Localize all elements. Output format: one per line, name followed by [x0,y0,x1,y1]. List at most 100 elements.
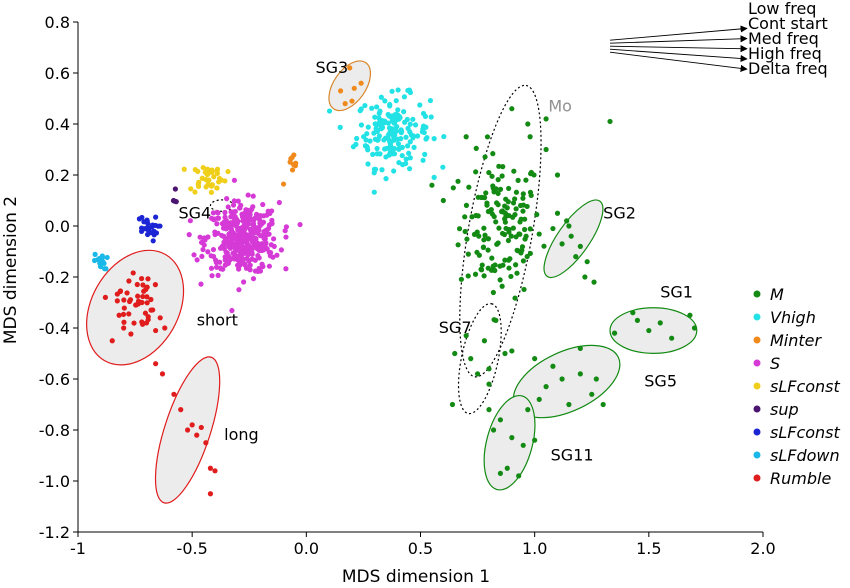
point-vhigh [415,133,421,139]
point-vhigh [385,111,391,118]
point-m [455,178,461,184]
annotation-mo: Mo [548,96,572,115]
point-vhigh [371,130,377,136]
point-vhigh [407,89,414,96]
point [116,312,122,318]
point [148,307,154,313]
point-slfdown [101,260,107,267]
point-s [250,204,256,210]
point-vhigh [401,94,408,100]
point-s [253,211,260,217]
point-m [510,200,517,206]
point [687,312,693,318]
point-s [215,272,221,278]
point-sup [170,198,177,204]
points-sg7 [449,317,515,408]
point-s [240,279,247,285]
point-m [490,289,496,296]
point-s [270,236,277,242]
point-s [256,227,262,233]
legend-marker-s [753,359,761,367]
point [102,294,108,300]
point-slfconst [147,230,154,236]
point [589,391,595,397]
point-m [466,184,472,190]
point-s [267,253,273,259]
point-m [463,202,470,208]
point [452,350,458,357]
point-rumble [138,275,145,282]
point-rumble [124,290,130,296]
point-s [247,267,253,273]
point [463,333,469,339]
point [554,210,561,216]
point-m [481,237,487,243]
point-s [210,246,217,253]
annotation-long: long [224,425,259,444]
legend-marker-rumble [753,474,761,482]
point [593,376,599,382]
point [543,146,549,153]
point-vhigh [399,152,405,159]
point-vhigh [374,104,380,110]
y-tick-label: -1.2 [39,523,70,542]
point-slfconst [209,183,215,189]
point-s [247,226,253,232]
point-s [197,234,203,240]
point [349,98,355,104]
point-m [510,225,516,231]
point [207,491,214,497]
point-s [253,235,259,242]
point [550,363,556,369]
point-s [240,251,246,257]
point [527,134,533,140]
point-m [536,231,542,237]
legend-label-slfdown: sLFdown [770,446,840,465]
point [212,468,218,474]
point-m [490,151,496,157]
point-rumble [144,300,150,306]
point [669,335,675,341]
point-vhigh [417,102,423,108]
annotation-sg11: SG11 [551,446,594,465]
point-slfconst [192,189,198,195]
point-vhigh [431,174,437,180]
point-slfconst [209,169,215,175]
point-slfdown [97,260,103,266]
point-m [480,244,487,250]
ellipse-sg1 [609,307,698,354]
point-s [210,216,217,223]
point-m [499,173,505,179]
point-vhigh [367,138,373,144]
point-s [229,236,236,242]
point-m [496,225,502,231]
points-sg5 [532,345,606,408]
point-slfconst [216,179,222,185]
point-vhigh [391,151,398,157]
point-vhigh [395,141,402,147]
point-vhigh [377,108,383,114]
point-m [527,189,534,195]
point [474,371,481,377]
point-m [506,265,512,271]
point-m [515,177,521,183]
points-mo-outliers [429,106,613,204]
series-sup-5 [170,186,179,205]
point-s [245,192,251,198]
point-m [482,232,488,238]
point-vhigh [407,129,413,135]
series-vhigh-1 [326,87,447,195]
point-s [264,212,270,218]
point-s [224,250,230,256]
point-m [489,255,495,261]
vector-label-high-freq: High freq [748,44,822,63]
point-vhigh [407,139,413,145]
point [691,325,698,331]
point [591,279,597,285]
point-m [506,229,512,235]
point [449,401,456,408]
point-rumble [140,293,146,300]
point-vhigh [395,107,401,113]
point-s [231,177,238,183]
